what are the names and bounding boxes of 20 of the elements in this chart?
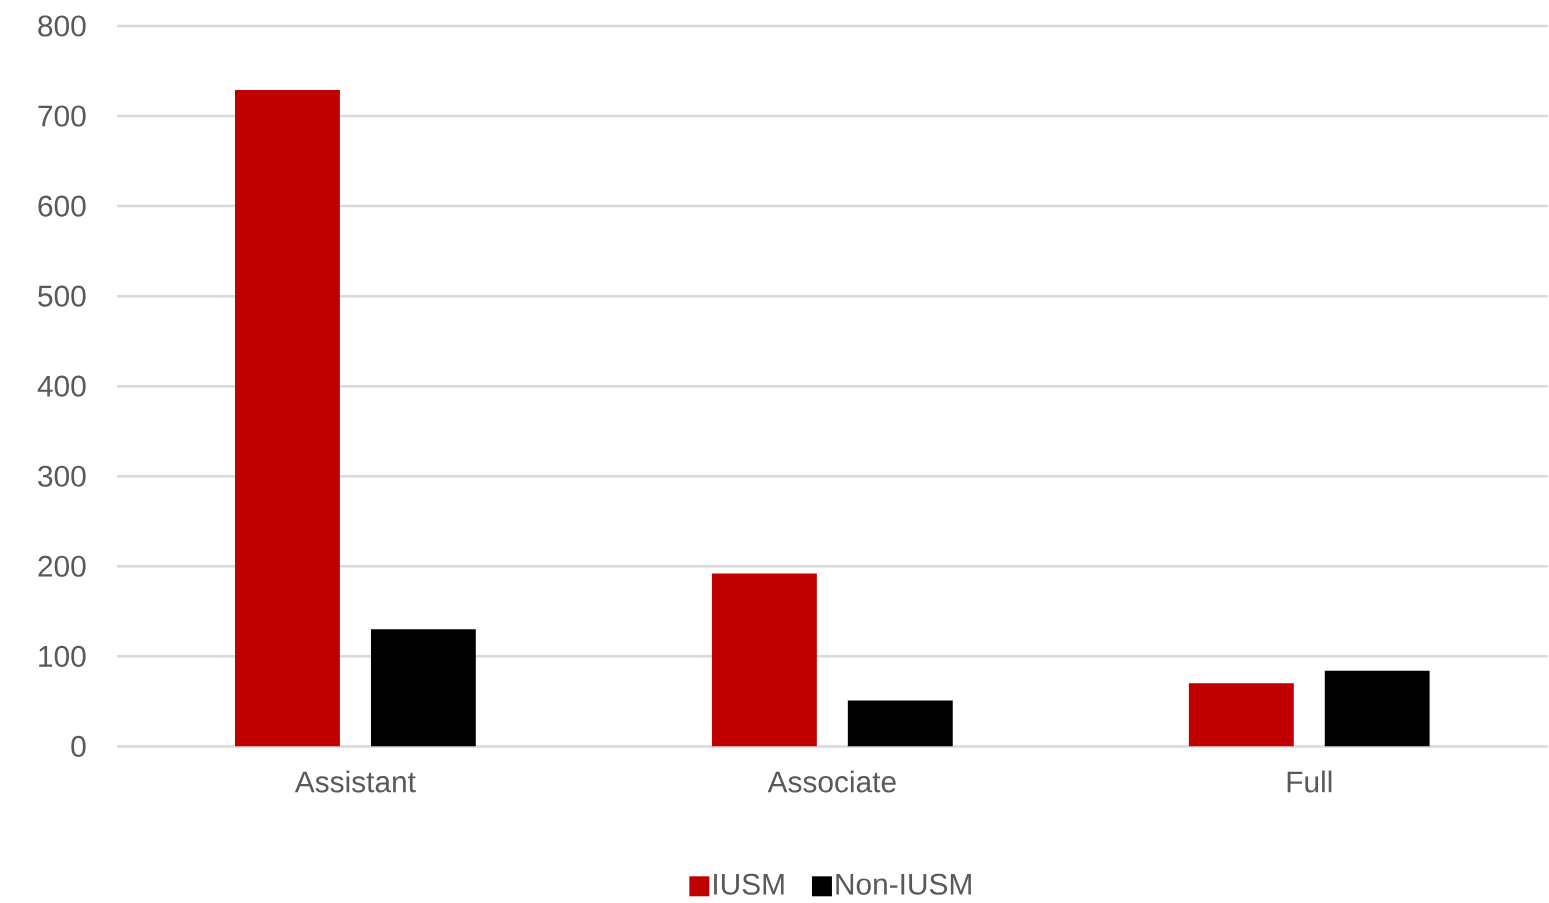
bar [1188,683,1294,747]
bar [234,89,340,747]
bar [1324,670,1430,747]
y-tick-label: 100 [39,645,86,667]
legend-label: IUSM [714,873,784,895]
bar [847,700,953,747]
y-tick-label: 200 [38,555,86,577]
y-tick-label: 600 [38,195,86,217]
x-tick-label: Full [1287,770,1332,793]
y-tick-label: 800 [38,15,86,37]
bar [370,629,476,747]
x-tick-label: Associate [767,770,896,793]
x-tick-label: Assistant [294,770,416,793]
legend-label: Non-IUSM [836,873,971,895]
y-tick-label: 700 [38,105,86,127]
y-tick-label: 300 [38,465,86,487]
y-tick-label: 400 [37,375,86,397]
y-tick-label: 500 [38,285,86,307]
bar [711,573,817,747]
y-tick-label: 0 [71,735,86,757]
